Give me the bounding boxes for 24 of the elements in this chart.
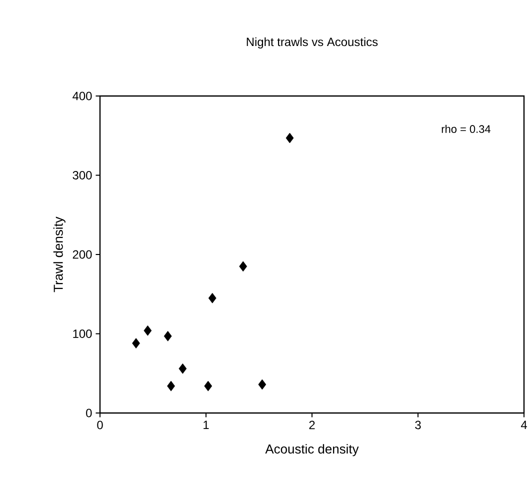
point <box>178 363 187 374</box>
x-tick-label: 1 <box>204 420 209 429</box>
point <box>208 292 216 304</box>
point <box>144 325 152 336</box>
x-tick-label: 4 <box>520 420 527 429</box>
point <box>132 338 140 348</box>
y-tick-label: 300 <box>72 171 92 180</box>
x-tick-label: 0 <box>97 420 103 430</box>
y-tick-label: 0 <box>86 408 92 418</box>
y-tick-label: 100 <box>73 330 92 338</box>
point <box>164 330 172 342</box>
annotation: rho = 0.34 <box>442 124 490 133</box>
point <box>204 380 212 392</box>
y-tick-label: 400 <box>72 92 92 100</box>
chart-title: Night trawls vs Acoustics <box>246 37 378 48</box>
point <box>167 380 175 392</box>
x-axis-title: Acoustic density <box>265 444 359 456</box>
y-tick-label: 200 <box>72 250 92 259</box>
x-tick-label: 3 <box>415 420 421 430</box>
point <box>286 132 294 144</box>
y-axis-title: Trawl density <box>53 216 66 292</box>
point <box>258 379 266 390</box>
point <box>239 261 248 272</box>
x-tick-label: 2 <box>309 420 315 430</box>
